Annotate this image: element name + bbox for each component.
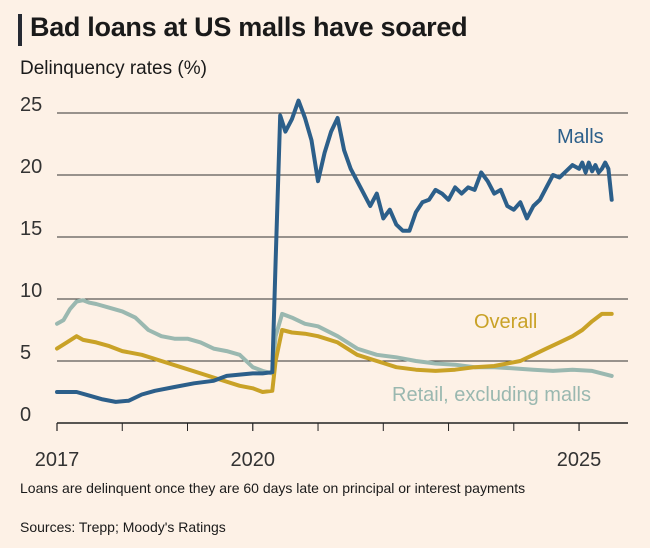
chart-footnote: Loans are delinquent once they are 60 da… — [20, 480, 526, 496]
y-tick-label-20: 20 — [20, 156, 42, 178]
y-tick-label-25: 25 — [20, 94, 42, 116]
series-label-overall: Overall — [474, 311, 537, 333]
series-label-malls: Malls — [557, 126, 604, 148]
y-tick-label-10: 10 — [20, 280, 42, 302]
x-tick-label-2020: 2020 — [231, 449, 276, 471]
y-tick-label-0: 0 — [20, 404, 31, 426]
series-line-malls — [55, 98, 614, 404]
chart-title: Bad loans at US malls have soared — [30, 12, 468, 42]
y-tick-label-5: 5 — [20, 342, 31, 364]
series-line-overall — [55, 311, 614, 394]
x-tick-label-2017: 2017 — [35, 449, 80, 471]
title-accent-bar — [18, 14, 22, 46]
series-label-retail-excluding-malls: Retail, excluding malls — [392, 384, 591, 406]
y-tick-label-15: 15 — [20, 218, 42, 240]
x-tick-label-2025: 2025 — [557, 449, 602, 471]
chart-source: Sources: Trepp; Moody's Ratings — [20, 519, 226, 535]
chart-subtitle: Delinquency rates (%) — [20, 58, 207, 79]
